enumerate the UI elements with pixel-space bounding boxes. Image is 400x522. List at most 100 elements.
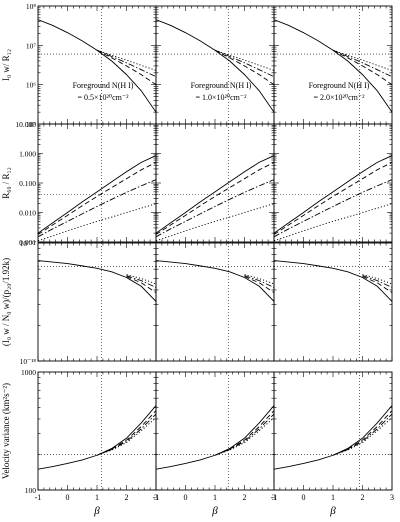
series-line-dotted <box>362 274 392 285</box>
column-annotation-value: = 0.5×10²⁰cm⁻² <box>77 93 129 102</box>
panel-r1-c2 <box>273 123 393 243</box>
series-line-dashed <box>332 49 392 86</box>
column-annotation-value: = 2.0×10²⁰cm⁻² <box>313 93 365 102</box>
series-line-dotted <box>244 274 274 285</box>
x-tick-label: -1 <box>35 493 42 502</box>
panel-r1-c1 <box>155 123 275 243</box>
panel-frame <box>155 242 275 362</box>
series-line-dashdot <box>244 275 274 288</box>
series-line-dashdot <box>126 275 156 288</box>
series-line-dotted <box>38 203 156 242</box>
x-axis-label: β <box>211 505 218 517</box>
series-line-solid <box>38 155 156 234</box>
y-axis-label: Velocity variance (km²s⁻²) <box>1 383 11 479</box>
x-tick-label: 1 <box>331 493 335 502</box>
series-line-dashed <box>156 161 274 235</box>
x-tick-label: 1 <box>213 493 217 502</box>
y-tick-label: 100 <box>25 486 37 495</box>
x-tick-label: 2 <box>361 493 365 502</box>
panel-frame <box>155 5 275 125</box>
panel-r3-c0: -1 0 1 2 3 β <box>35 371 158 517</box>
panel-frame <box>37 242 157 362</box>
series-line-dashed <box>96 410 156 456</box>
series-line-dotted <box>96 49 156 71</box>
panel-frame <box>273 123 393 243</box>
series-line-dashed <box>126 276 156 293</box>
column-annotation-title: Foreground N(H I) <box>73 81 134 90</box>
x-tick-label: 3 <box>154 493 158 502</box>
y-tick-label: 10⁸ <box>26 2 37 11</box>
panel-r2-c2 <box>273 242 393 362</box>
panel-r0-c1: Foreground N(H I) = 1.0×10²⁰cm⁻² <box>155 5 275 125</box>
series-line-dashdot <box>214 413 274 456</box>
series-line-dashdot <box>332 413 392 456</box>
series-line-dotted <box>96 417 156 456</box>
x-tick-label: 1 <box>95 493 99 502</box>
series-line-solid <box>156 260 274 302</box>
panel-r3-c2: -1 0 1 2 3 β <box>271 371 394 517</box>
series-group <box>156 405 274 470</box>
series-group <box>274 19 392 113</box>
panel-r0-c2: Foreground N(H I) = 2.0×10²⁰cm⁻² <box>273 5 393 125</box>
column-annotation-value: = 1.0×10²⁰cm⁻² <box>195 93 247 102</box>
y-tick-label: 0.001 <box>19 238 36 247</box>
series-line-dotted <box>214 417 274 456</box>
x-tick-label: -1 <box>153 493 160 502</box>
series-line-dashed <box>332 410 392 456</box>
y-tick-label: 10⁻¹⁷ <box>20 239 37 248</box>
series-line-dashdot <box>214 49 274 78</box>
series-line-dashdot <box>38 179 156 238</box>
series-group <box>156 155 274 242</box>
series-line-dotted <box>274 203 392 242</box>
series-line-dashdot <box>156 179 274 238</box>
y-axis-label: R₆₀ / R₁₂ <box>1 167 11 199</box>
panel-frame <box>155 123 275 243</box>
panel-r1-c0 <box>37 123 157 243</box>
panel-r3-c1: -1 0 1 2 3 β <box>153 371 276 517</box>
panel-frame <box>37 5 157 125</box>
panel-frame <box>273 5 393 125</box>
series-line-dotted <box>332 417 392 456</box>
y-axis-label: (I₀ w / N₀ w)/(p₂₀/1.92k) <box>1 258 11 346</box>
series-line-dashdot <box>96 49 156 78</box>
series-line-dashed <box>38 161 156 235</box>
y-tick-label: 10⁻¹⁸ <box>20 357 37 366</box>
series-line-dotted <box>214 49 274 71</box>
series-line-dashed <box>214 410 274 456</box>
series-group <box>274 260 392 302</box>
series-line-solid <box>38 405 156 470</box>
series-line-dotted <box>332 49 392 71</box>
x-tick-label: 2 <box>243 493 247 502</box>
x-axis-label: β <box>93 505 100 517</box>
series-group <box>38 155 156 242</box>
y-tick-label: 0.010 <box>19 209 36 218</box>
x-tick-label: 0 <box>184 493 188 502</box>
x-tick-label: 2 <box>125 493 129 502</box>
x-tick-label: -1 <box>271 493 278 502</box>
x-tick-label: 3 <box>390 493 394 502</box>
series-group <box>274 405 392 470</box>
panel-frame <box>37 123 157 243</box>
column-annotation-title: Foreground N(H I) <box>191 81 252 90</box>
series-line-solid <box>156 155 274 234</box>
series-line-solid <box>274 155 392 234</box>
x-tick-label: 0 <box>302 493 306 502</box>
panel-grid: I₀ w/ R₁₂ 10⁵ 10⁶ 10⁷ 10⁸ Foreground N(H I) = … <box>1 2 394 517</box>
series-group <box>38 260 156 302</box>
panel-r2-c0 <box>37 242 157 362</box>
series-group <box>38 405 156 470</box>
y-tick-label: 0.100 <box>19 179 36 188</box>
series-group <box>274 155 392 242</box>
series-group <box>156 260 274 302</box>
y-tick-label: 10.000 <box>15 120 36 129</box>
series-line-dotted <box>156 203 274 242</box>
y-tick-label: 10⁶ <box>26 81 37 90</box>
x-tick-label: 3 <box>272 493 276 502</box>
panel-r2-c1 <box>155 242 275 362</box>
series-line-dashed <box>274 161 392 235</box>
series-line-solid <box>38 260 156 302</box>
series-group <box>38 19 156 113</box>
series-line-dashdot <box>96 413 156 456</box>
series-line-dashdot <box>274 179 392 238</box>
